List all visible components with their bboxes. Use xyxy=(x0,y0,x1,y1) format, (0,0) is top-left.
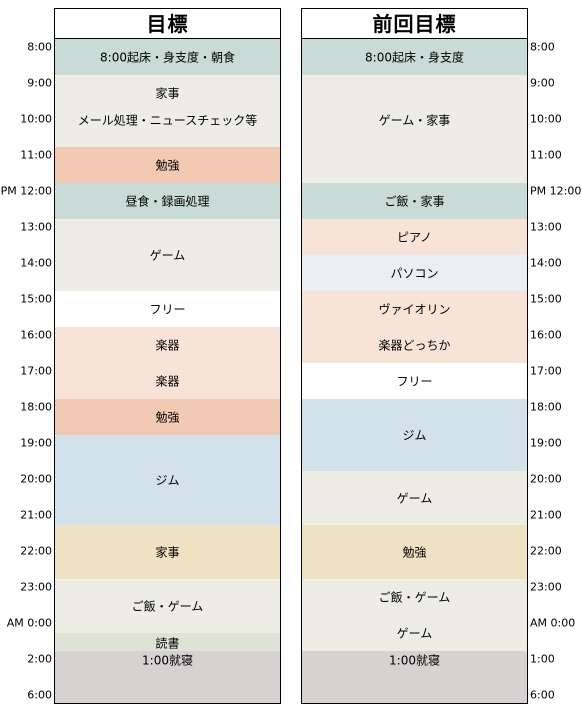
time-label: 8:00 xyxy=(27,40,52,54)
time-label: 15:00 xyxy=(530,292,562,306)
time-label: 16:00 xyxy=(530,328,562,342)
time-label: 20:00 xyxy=(530,472,562,486)
schedule-block xyxy=(302,651,527,703)
schedule-block xyxy=(55,579,280,633)
activity-label: 読書 xyxy=(155,636,180,651)
activity-label: ご飯・ゲーム xyxy=(131,599,204,614)
time-label: 22:00 xyxy=(530,544,562,558)
time-label: 8:00 xyxy=(530,40,555,54)
time-label: 22:00 xyxy=(20,544,52,558)
time-label: 11:00 xyxy=(530,148,562,162)
activity-label: 勉強 xyxy=(155,410,180,425)
activity-label: パソコン xyxy=(390,266,439,281)
time-label: 21:00 xyxy=(530,508,562,522)
schedule-block xyxy=(55,75,280,147)
time-label: 1:00 xyxy=(530,652,555,666)
schedule-block xyxy=(302,255,527,291)
schedule-block xyxy=(302,75,527,183)
activity-label: 1:00就寝 xyxy=(142,653,193,668)
schedule-block xyxy=(302,363,527,399)
time-label: 19:00 xyxy=(20,436,52,450)
time-label: PM 12:00 xyxy=(530,184,582,198)
activity-label: メール処理・ニュースチェック等 xyxy=(77,113,258,128)
time-label: 11:00 xyxy=(20,148,52,162)
activity-label: 楽器 xyxy=(155,374,180,389)
activity-label: 楽器どっちか xyxy=(378,338,451,353)
time-label: 20:00 xyxy=(20,472,52,486)
activity-label: 勉強 xyxy=(155,158,180,173)
schedule-block xyxy=(302,39,527,75)
time-label: 17:00 xyxy=(530,364,562,378)
time-label: 18:00 xyxy=(20,400,52,414)
activity-label: ゲーム・家事 xyxy=(378,113,451,128)
activity-label: 8:00起床・身支度 xyxy=(365,50,464,65)
activity-label: 家事 xyxy=(155,86,180,101)
schedule-block xyxy=(55,399,280,435)
previous-goal-column: 前回目標 8:00起床・身支度 ゲーム・家事 ご飯・家事 ピアノ パソコン ヴァ… xyxy=(301,8,528,704)
time-label: 10:00 xyxy=(530,112,562,126)
activity-label: ジム xyxy=(155,473,180,488)
activity-label: 家事 xyxy=(155,545,180,560)
schedule-block xyxy=(302,579,527,651)
activity-label: 8:00起床・身支度・朝食 xyxy=(100,50,235,65)
activity-label: 昼食・録画処理 xyxy=(125,194,210,209)
time-label: 10:00 xyxy=(20,112,52,126)
schedule-block xyxy=(55,651,280,703)
schedule-block xyxy=(55,291,280,327)
time-label: 17:00 xyxy=(20,364,52,378)
time-label: 21:00 xyxy=(20,508,52,522)
activity-label: 1:00就寝 xyxy=(389,653,440,668)
time-label: 6:00 xyxy=(530,688,555,702)
activity-label: 勉強 xyxy=(402,545,427,560)
activity-label: ゲーム xyxy=(396,626,433,641)
time-label: 9:00 xyxy=(530,76,555,90)
activity-label: フリー xyxy=(396,374,433,389)
time-label: 15:00 xyxy=(20,292,52,306)
schedule-block xyxy=(55,219,280,291)
schedule-block xyxy=(55,633,280,651)
current-goal-header: 目標 xyxy=(55,9,280,39)
time-label: AM 0:00 xyxy=(530,616,576,630)
activity-label: ゲーム xyxy=(149,248,186,263)
time-label: 18:00 xyxy=(530,400,562,414)
time-label: 23:00 xyxy=(20,580,52,594)
schedule-block xyxy=(55,147,280,183)
activity-label: ピアノ xyxy=(397,230,432,245)
schedule-block xyxy=(55,39,280,75)
activity-label: フリー xyxy=(149,302,186,317)
time-label: 2:00 xyxy=(27,652,52,666)
schedule-block xyxy=(55,435,280,525)
schedule-block xyxy=(55,183,280,219)
activity-label: 楽器 xyxy=(155,338,180,353)
activity-label: ご飯・ゲーム xyxy=(378,590,451,605)
time-label: AM 0:00 xyxy=(6,616,52,630)
time-label: 14:00 xyxy=(530,256,562,270)
time-label: 6:00 xyxy=(27,688,52,702)
time-label: 16:00 xyxy=(20,328,52,342)
schedule-block xyxy=(302,399,527,471)
activity-label: ゲーム xyxy=(396,491,433,506)
time-label: 13:00 xyxy=(20,220,52,234)
current-goal-column: 目標 8:00起床・身支度・朝食 家事 メール処理・ニュースチェック等 勉強 昼… xyxy=(54,8,281,704)
activity-label: ご飯・家事 xyxy=(384,194,445,209)
time-label: 19:00 xyxy=(530,436,562,450)
time-label: PM 12:00 xyxy=(0,184,52,198)
schedule-block xyxy=(302,291,527,363)
time-label: 14:00 xyxy=(20,256,52,270)
time-label: 13:00 xyxy=(530,220,562,234)
schedule-block xyxy=(302,471,527,525)
time-label: 9:00 xyxy=(27,76,52,90)
schedule-block xyxy=(55,525,280,579)
schedule-block xyxy=(302,219,527,255)
time-label: 23:00 xyxy=(530,580,562,594)
activity-label: ヴァイオリン xyxy=(378,302,451,317)
previous-goal-header: 前回目標 xyxy=(302,9,527,39)
schedule-block xyxy=(302,525,527,579)
schedule-block xyxy=(302,183,527,219)
activity-label: ジム xyxy=(402,428,427,443)
schedule-block xyxy=(55,327,280,399)
